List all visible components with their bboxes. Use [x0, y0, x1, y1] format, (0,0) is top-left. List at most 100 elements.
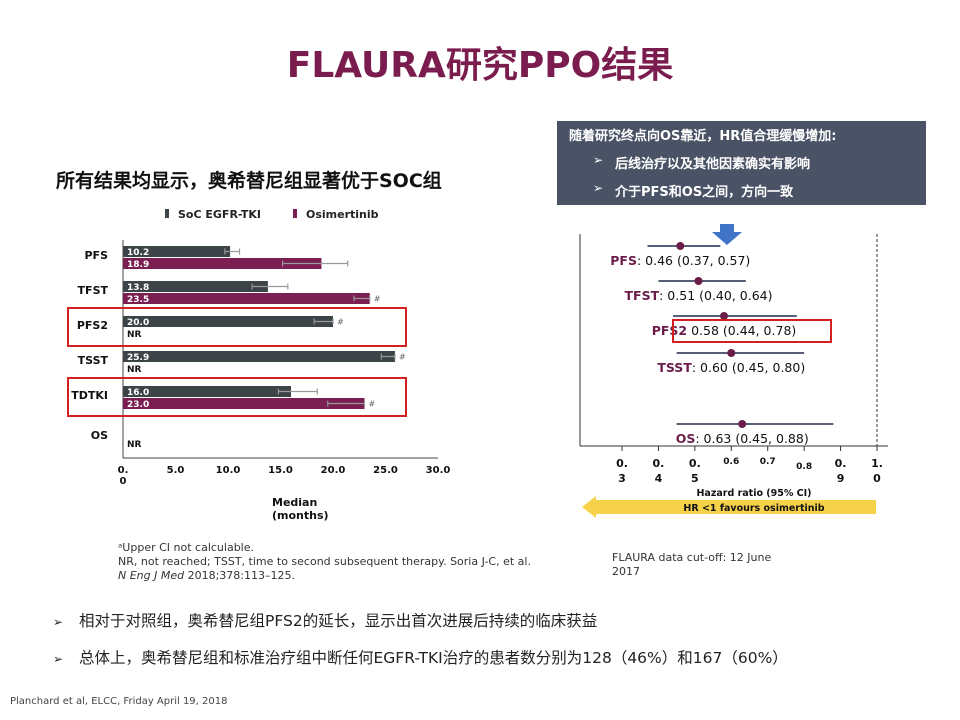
x-tick-label: 0. 0 — [118, 465, 129, 487]
bar-value-label: NR — [127, 440, 142, 450]
bar-value-label: 23.5 — [127, 295, 149, 305]
bottom-bullet-text: 相对于对照组，奥希替尼组PFS2的延长，显示出首次进展后持续的临床获益 — [79, 612, 598, 630]
ci-marker: # — [399, 353, 406, 362]
page-title: FLAURA研究PPO结果 — [286, 45, 674, 86]
category-label: PFS — [85, 249, 109, 262]
info-box-bullet-text: 后线治疗以及其他因素确实有影响 — [615, 157, 811, 172]
info-box-bullet-text: 介于PFS和OS之间，方向一致 — [615, 185, 794, 200]
bar — [123, 293, 370, 304]
highlight-box — [67, 377, 407, 417]
footnote-line: NR, not reached; TSST, time to second su… — [118, 555, 531, 568]
arrow-bullet-icon: ➢ — [593, 181, 604, 195]
arrow-bullet-icon: ➢ — [53, 615, 64, 629]
bottom-bullet: ➢ 总体上，奥希替尼组和标准治疗组中断任何EGFR-TKI治疗的患者数分别为128… — [53, 646, 788, 668]
bottom-bullet: ➢ 相对于对照组，奥希替尼组PFS2的延长，显示出首次进展后持续的临床获益 — [53, 609, 597, 631]
x-tick-label: 0. 9 — [835, 457, 847, 485]
category-label: OS — [91, 429, 108, 442]
x-tick-label: 0. 3 — [616, 457, 628, 485]
bar — [123, 258, 322, 269]
bar — [123, 316, 333, 327]
footnote-line: ᵃUpper CI not calculable. — [118, 541, 255, 554]
arrow-bullet-icon: ➢ — [53, 652, 64, 666]
hazard-ratio-point — [720, 312, 728, 320]
ci-marker: # — [337, 318, 344, 327]
hr-value-text: : 0.51 (0.40, 0.64) — [659, 288, 772, 303]
bar-value-label: 18.9 — [127, 260, 149, 270]
x-tick-label: 0. 4 — [653, 457, 665, 485]
endpoint-name: OS — [676, 431, 696, 446]
hr-value-text: : 0.46 (0.37, 0.57) — [637, 253, 750, 268]
x-tick-label: 0.6 — [723, 457, 739, 467]
data-cutoff-note: FLAURA data cut-off: 12 June 2017 — [612, 551, 772, 578]
endpoint-name: TFST — [625, 288, 660, 303]
journal-name: N Eng J Med — [118, 569, 185, 582]
info-box-heading: 随着研究终点向OS靠近，HR值合理缓慢增加: — [569, 129, 837, 144]
forest-row-label: TFST: 0.51 (0.40, 0.64) — [625, 288, 773, 303]
favours-arrow — [582, 496, 876, 518]
bar-value-label: 16.0 — [127, 388, 149, 398]
forest-row-label: PFS2 0.58 (0.44, 0.78) — [652, 323, 797, 338]
x-tick-label: 5.0 — [167, 465, 185, 476]
hazard-ratio-point — [694, 277, 703, 285]
category-label: TDTKI — [71, 389, 108, 402]
category-label: PFS2 — [77, 319, 108, 332]
endpoint-name: PFS2 — [652, 323, 687, 338]
source-citation: Planchard et al, ELCC, Friday April 19, … — [10, 696, 228, 707]
hazard-ratio-point — [727, 349, 736, 357]
x-tick-label: 0.7 — [760, 457, 776, 467]
legend-swatch — [293, 209, 297, 218]
legend-label: Osimertinib — [306, 208, 379, 221]
hr-value-text: 0.58 (0.44, 0.78) — [687, 323, 796, 338]
x-axis-label: Median (months) — [272, 496, 329, 522]
bar — [123, 246, 231, 257]
forest-row-label: TSST: 0.60 (0.45, 0.80) — [657, 360, 805, 375]
bar-value-label: NR — [127, 365, 142, 375]
forest-row-label: PFS: 0.46 (0.37, 0.57) — [610, 253, 750, 268]
footnote-line: N Eng J Med 2018;378:113–125. — [118, 569, 531, 583]
highlight-box — [672, 319, 832, 343]
ci-marker: # — [369, 400, 376, 409]
hazard-ratio-point — [676, 242, 685, 250]
info-box-bullet: ➢ 后线治疗以及其他因素确实有影响 — [593, 153, 811, 172]
bar-value-label: 20.0 — [127, 318, 149, 328]
bar — [123, 398, 365, 409]
arrow-bullet-icon: ➢ — [593, 153, 604, 167]
bar-value-label: 25.9 — [127, 353, 149, 363]
bar-value-label: 23.0 — [127, 400, 149, 410]
hr-value-text: : 0.60 (0.45, 0.80) — [692, 360, 805, 375]
info-box: 随着研究终点向OS靠近，HR值合理缓慢增加: ➢ 后线治疗以及其他因素确实有影响… — [557, 121, 926, 205]
forest-plot: PFS: 0.46 (0.37, 0.57) TFST: 0.51 (0.40, … — [579, 224, 888, 518]
left-subtitle: 所有结果均显示，奥希替尼组显著优于SOC组 — [56, 170, 442, 192]
x-axis-label: Hazard ratio (95% CI) — [696, 488, 811, 499]
legend-label: SoC EGFR-TKI — [178, 208, 261, 221]
bar-value-label: 13.8 — [127, 283, 149, 293]
info-box-bullet: ➢ 介于PFS和OS之间，方向一致 — [593, 181, 794, 200]
bar-value-label: 10.2 — [127, 248, 149, 258]
down-arrow-icon — [712, 224, 742, 245]
bar-value-label: NR — [127, 330, 142, 340]
forest-row-label: OS: 0.63 (0.45, 0.88) — [676, 431, 809, 446]
bar — [123, 386, 291, 397]
endpoint-name: PFS — [610, 253, 637, 268]
bar-chart: SoC EGFR-TKI Osimertinib PFS 10.2 18.9 TFST 13… — [67, 208, 451, 522]
x-tick-label: 30.0 — [426, 465, 451, 476]
x-tick-label: 1. 0 — [871, 457, 883, 485]
ci-marker: # — [374, 295, 381, 304]
bottom-bullet-text: 总体上，奥希替尼组和标准治疗组中断任何EGFR-TKI治疗的患者数分别为128（… — [79, 649, 788, 667]
x-tick-label: 10.0 — [216, 465, 241, 476]
bar — [123, 351, 395, 362]
x-tick-label: 0.8 — [796, 462, 812, 472]
highlight-box — [67, 307, 407, 347]
category-label: TFST — [78, 284, 109, 297]
x-tick-label: 0. 5 — [689, 457, 701, 485]
citation-detail: 2018;378:113–125. — [184, 569, 295, 582]
x-tick-label: 25.0 — [373, 465, 398, 476]
footnotes: ᵃUpper CI not calculable. NR, not reache… — [118, 541, 531, 583]
bar — [123, 281, 268, 292]
hazard-ratio-point — [738, 420, 747, 428]
legend-swatch — [165, 209, 169, 218]
category-label: TSST — [78, 354, 109, 367]
x-tick-label: 15.0 — [268, 465, 293, 476]
endpoint-name: TSST — [657, 360, 692, 375]
x-tick-label: 20.0 — [321, 465, 346, 476]
